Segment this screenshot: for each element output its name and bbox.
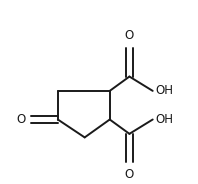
Text: OH: OH — [155, 84, 173, 97]
Text: O: O — [125, 29, 134, 42]
Text: O: O — [125, 169, 134, 181]
Text: O: O — [16, 113, 26, 126]
Text: OH: OH — [155, 113, 173, 126]
